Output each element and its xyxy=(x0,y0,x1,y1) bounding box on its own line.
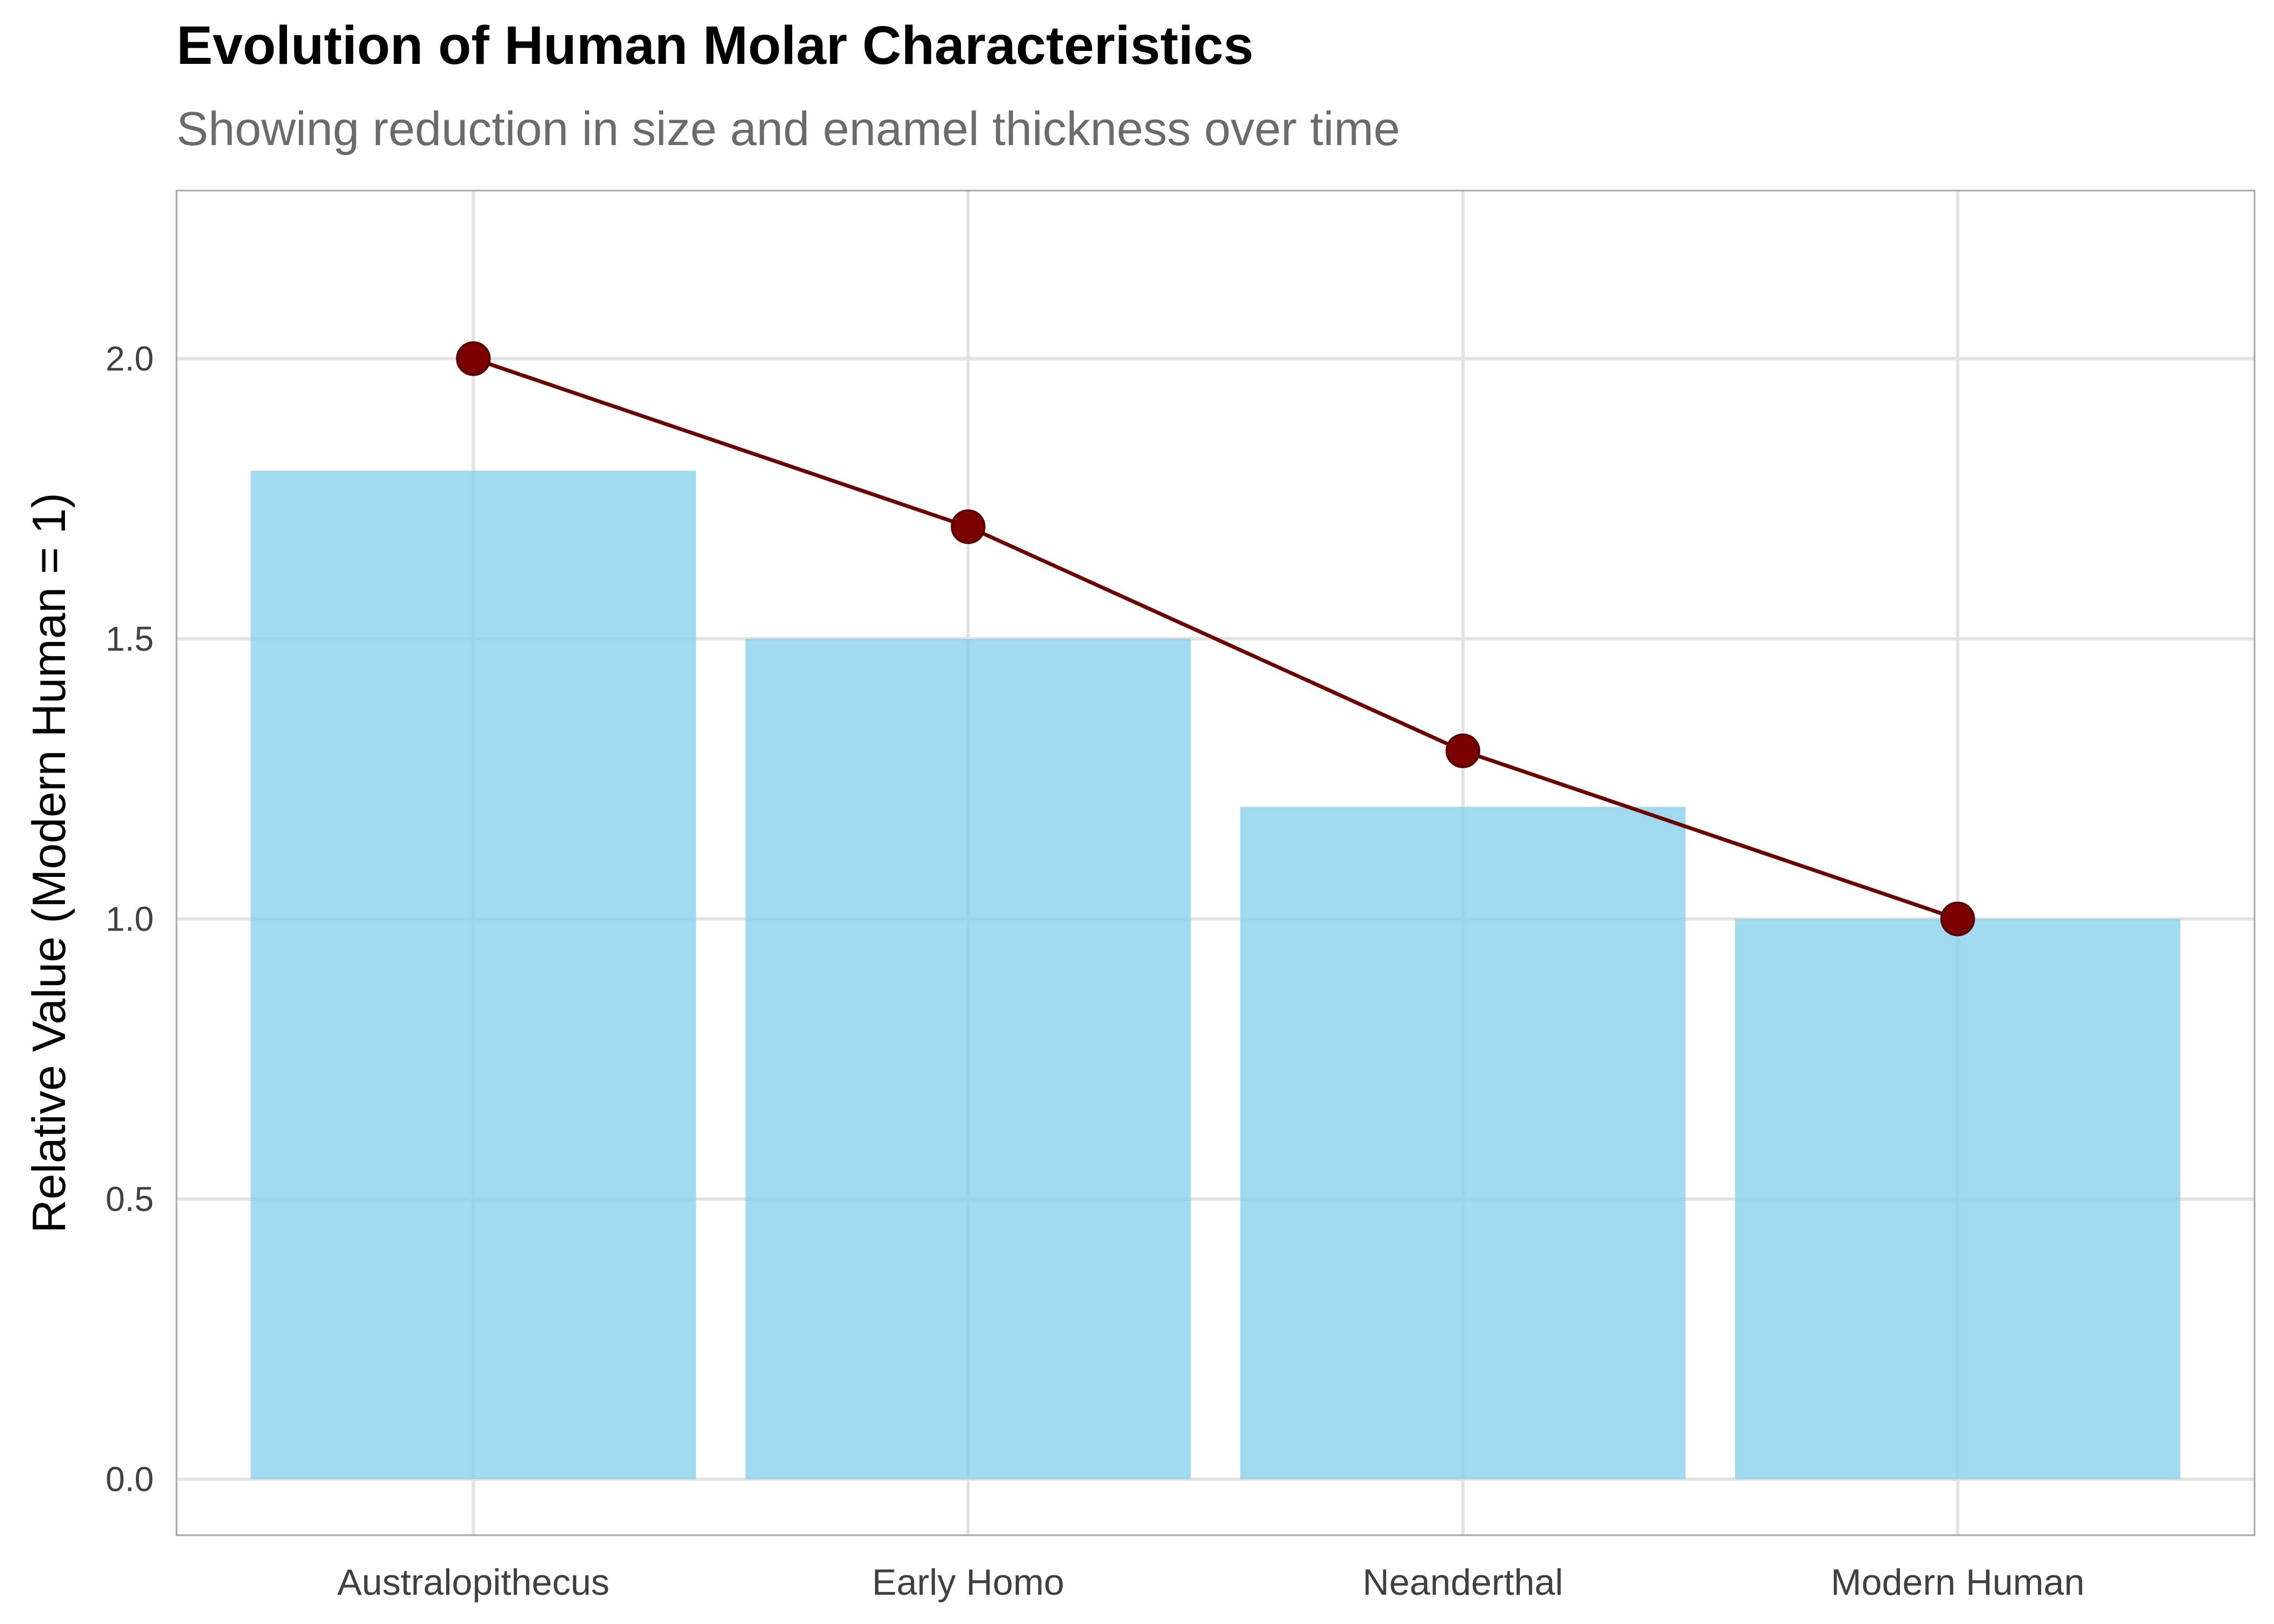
trend-line-series xyxy=(473,357,1958,921)
trend-points xyxy=(456,341,1975,937)
x-tick-label: Early Homo xyxy=(872,1562,1064,1603)
x-tick-label: Australopithecus xyxy=(337,1562,610,1603)
y-tick-label: 2.0 xyxy=(106,339,154,378)
bar xyxy=(745,639,1191,1479)
y-tick-label: 0.0 xyxy=(106,1460,154,1499)
y-tick-label: 0.5 xyxy=(106,1180,154,1219)
panel-border xyxy=(175,189,2256,1536)
y-axis-ticks: 0.0 0.5 1.0 1.5 2.0 xyxy=(106,339,154,1499)
x-tick-label: Modern Human xyxy=(1831,1562,2084,1603)
x-tick-label: Neanderthal xyxy=(1363,1562,1563,1603)
trend-point xyxy=(1940,901,1975,937)
bar xyxy=(251,470,696,1479)
chart-subtitle: Showing reduction in size and enamel thi… xyxy=(177,102,1400,155)
bar xyxy=(1735,919,2180,1479)
x-axis-ticks: Australopithecus Early Homo Neanderthal Mod… xyxy=(337,1562,2084,1603)
y-axis-title: Relative Value (Modern Human = 1) xyxy=(23,493,75,1233)
chart-title: Evolution of Human Molar Characteristics xyxy=(177,15,1253,76)
trend-point xyxy=(456,341,491,376)
bars xyxy=(251,470,2180,1479)
trend-point xyxy=(951,509,986,544)
bar xyxy=(1240,807,1686,1479)
trend-line xyxy=(473,357,1958,921)
y-tick-label: 1.0 xyxy=(106,900,154,939)
trend-point xyxy=(1445,734,1480,768)
y-tick-label: 1.5 xyxy=(106,619,154,658)
